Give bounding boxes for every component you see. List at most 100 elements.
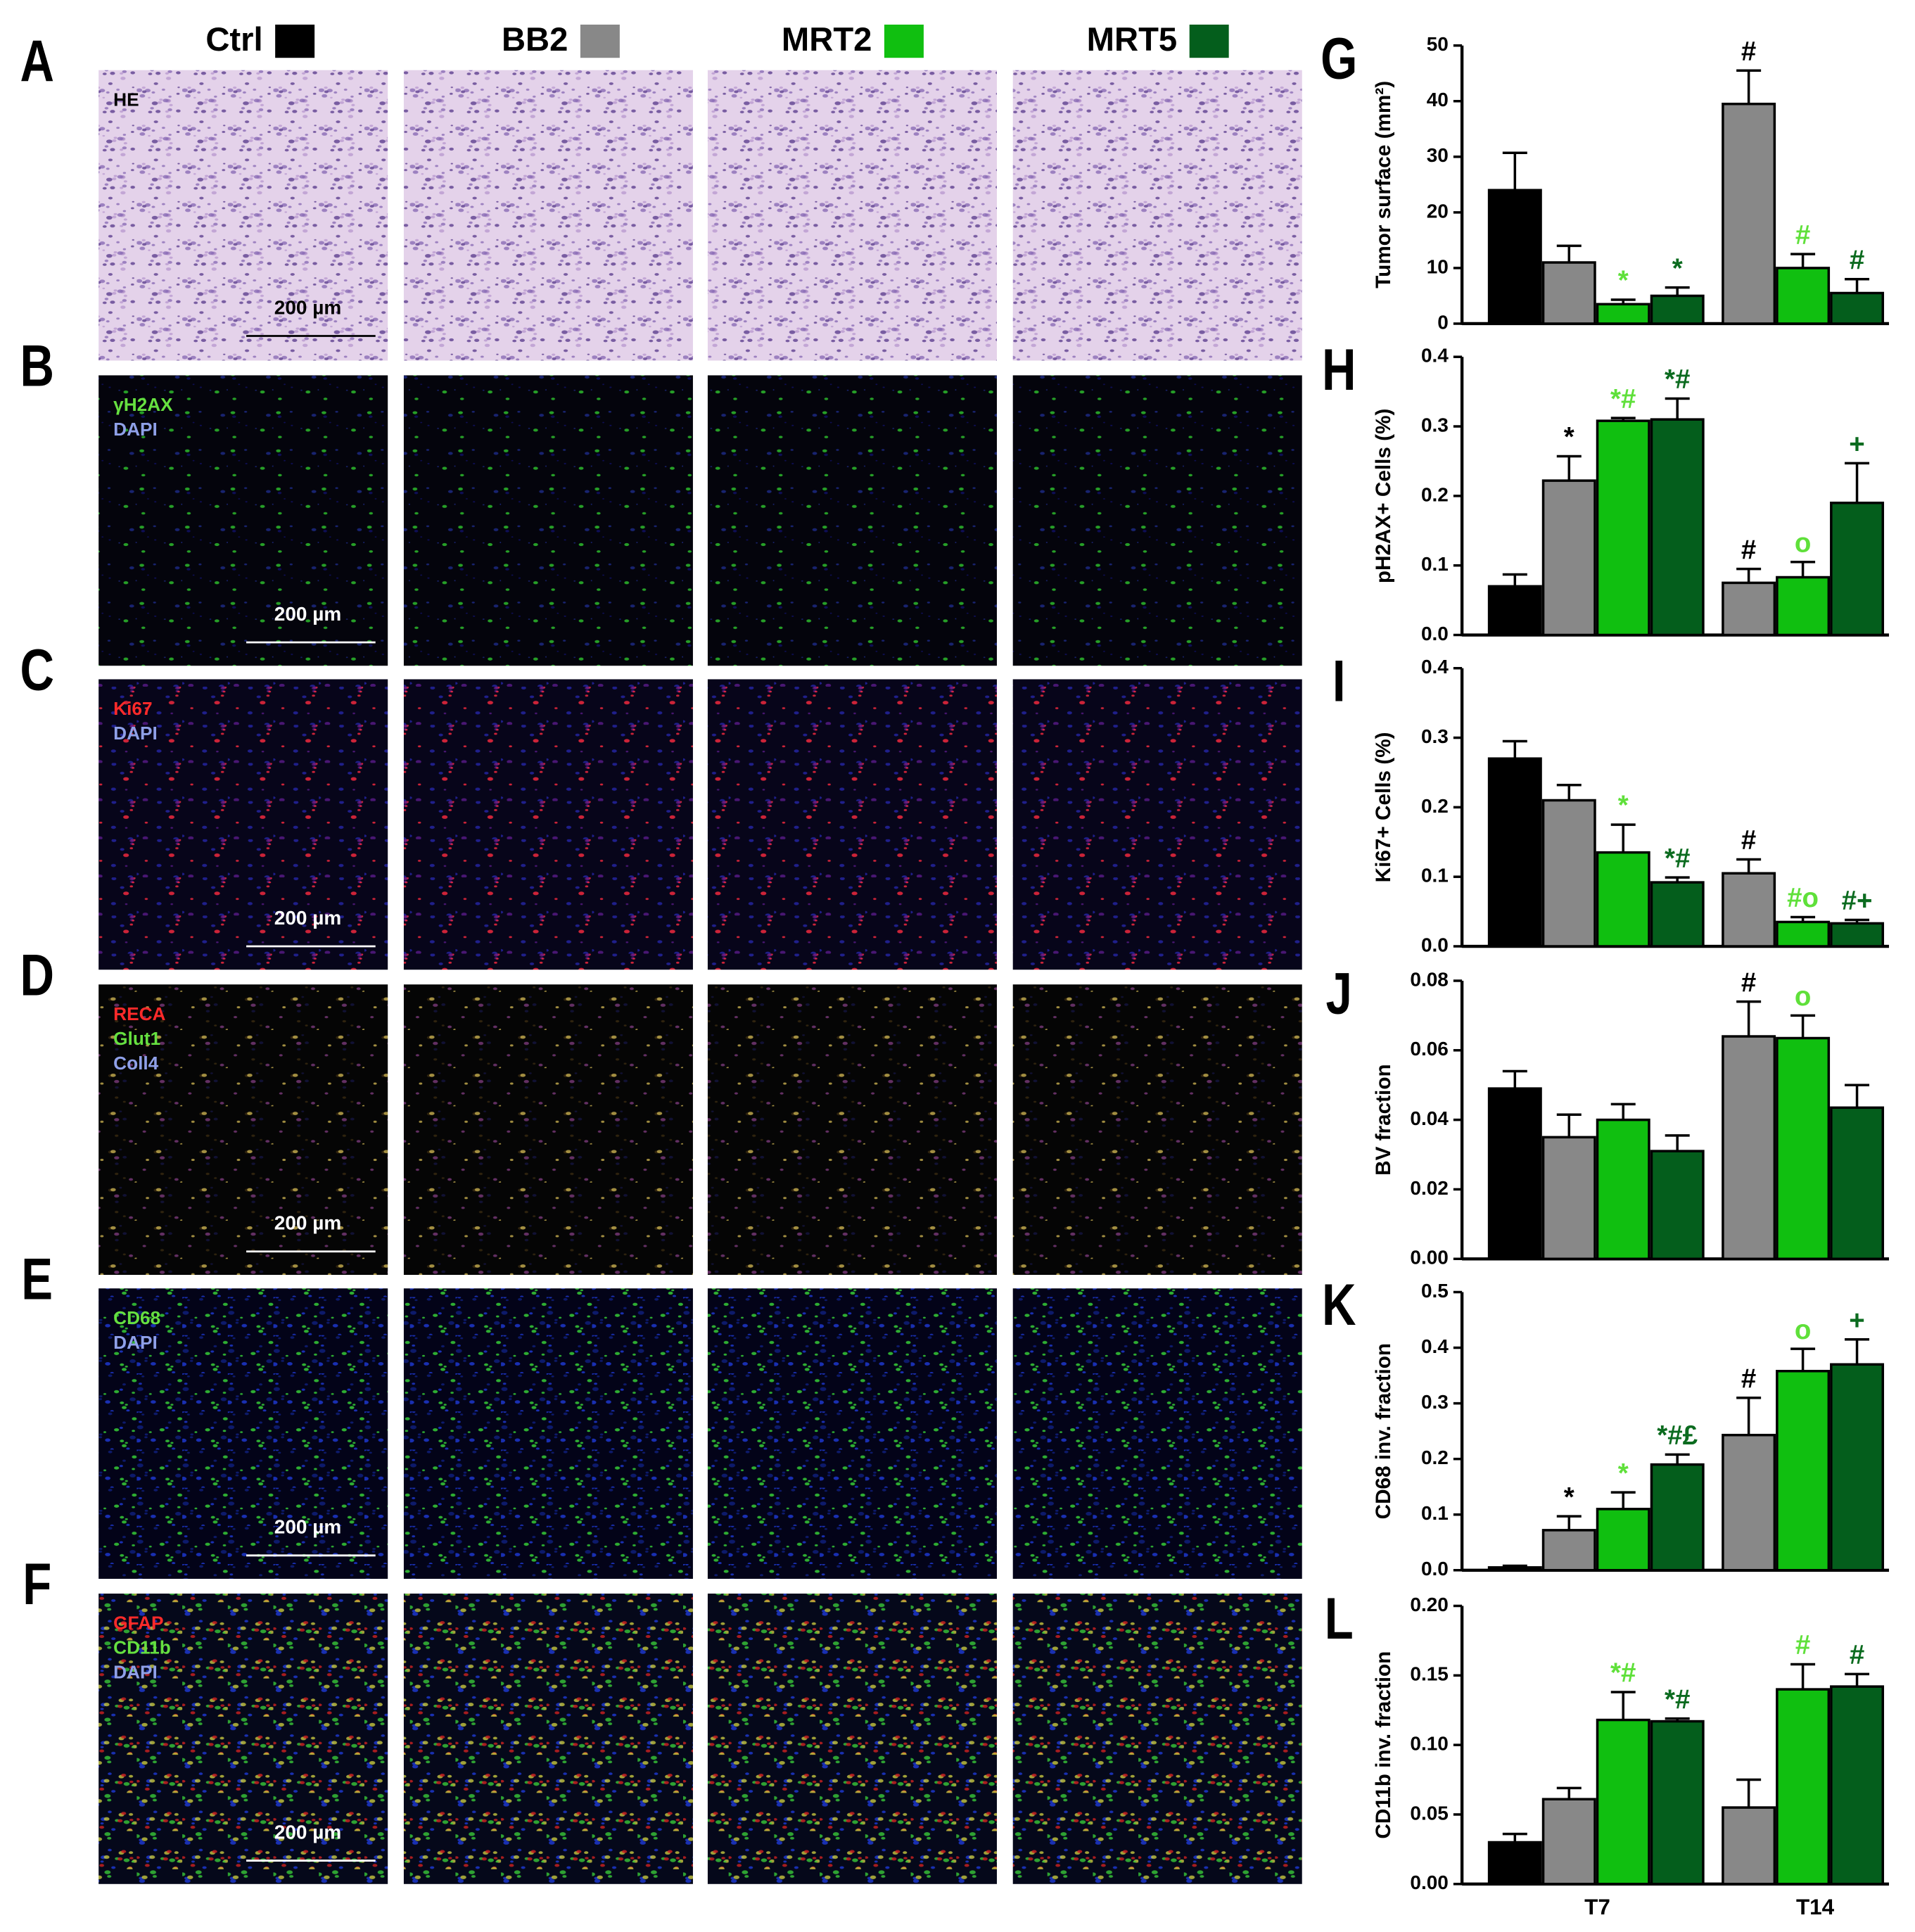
panel-letter: E <box>21 1246 53 1312</box>
legend-label: BB2 <box>502 21 568 58</box>
legend-swatch <box>1189 24 1229 58</box>
scale-bar-label: 200 µm <box>274 1821 341 1843</box>
stain-label: CD68 <box>113 1307 160 1328</box>
significance-mark: # <box>1795 220 1810 250</box>
bar <box>1650 1150 1705 1261</box>
y-tick-label: 0.4 <box>1421 1335 1449 1357</box>
stain-label: HE <box>113 89 139 110</box>
panel-letter: A <box>20 28 54 94</box>
micrograph <box>98 1288 388 1580</box>
legend-label: MRT2 <box>782 21 872 58</box>
y-tick-label: 0.20 <box>1410 1594 1448 1615</box>
micrograph <box>707 1594 997 1884</box>
significance-mark: o <box>1795 1315 1812 1345</box>
bar <box>1776 1036 1831 1261</box>
y-tick-label: 0.0 <box>1421 1558 1449 1580</box>
bar <box>1541 1798 1596 1886</box>
micrograph <box>98 375 388 666</box>
panel-letter: B <box>20 333 54 400</box>
significance-mark: * <box>1618 266 1629 296</box>
y-tick-label: 0.4 <box>1421 656 1449 678</box>
micrograph <box>403 375 693 666</box>
bar <box>1650 1720 1705 1886</box>
bar <box>1722 1433 1776 1572</box>
bar <box>1596 419 1650 637</box>
micrograph <box>1012 70 1302 361</box>
micrograph <box>1012 1594 1302 1884</box>
y-tick-label: 40 <box>1427 89 1449 110</box>
bar <box>1776 1688 1831 1886</box>
significance-mark: *# <box>1665 364 1690 395</box>
y-tick-label: 0.1 <box>1421 1502 1449 1524</box>
bar <box>1596 851 1650 948</box>
significance-mark: * <box>1672 253 1683 284</box>
bar <box>1541 479 1596 637</box>
y-tick-label: 0.3 <box>1421 1391 1449 1413</box>
significance-mark: *# <box>1610 384 1636 414</box>
y-tick-label: 0.0 <box>1421 623 1449 644</box>
micrograph <box>707 1288 997 1580</box>
bar <box>1650 294 1705 325</box>
legend-swatch <box>580 24 620 58</box>
chart-letter: I <box>1332 648 1346 714</box>
y-tick-label: 0.00 <box>1410 1871 1448 1893</box>
micrograph <box>403 1288 693 1580</box>
significance-mark: # <box>1741 1364 1756 1394</box>
significance-mark: *# <box>1665 844 1690 874</box>
y-tick-label: 0.3 <box>1421 725 1449 747</box>
micrograph <box>403 1594 693 1884</box>
stain-label: GFAP <box>113 1613 163 1634</box>
bar <box>1722 1035 1776 1261</box>
panel-letter: C <box>20 637 54 704</box>
scale-bar-label: 200 µm <box>274 1212 341 1234</box>
y-tick-label: 0.5 <box>1421 1280 1449 1302</box>
bar <box>1541 1136 1596 1261</box>
y-tick-label: 30 <box>1427 144 1449 166</box>
bar <box>1776 1370 1831 1572</box>
y-tick-label: 0.06 <box>1410 1038 1448 1060</box>
legend-label: MRT5 <box>1087 21 1178 58</box>
significance-mark: *#£ <box>1657 1421 1698 1451</box>
stain-label: DAPI <box>113 1662 158 1683</box>
y-tick-label: 0.00 <box>1410 1247 1448 1269</box>
y-tick-label: 50 <box>1427 33 1449 55</box>
y-axis-label: BV fraction <box>1372 1064 1395 1176</box>
micrograph <box>1012 375 1302 666</box>
bar <box>1776 576 1831 637</box>
micrograph <box>98 1594 388 1884</box>
bar <box>1487 757 1542 948</box>
stain-label: CD11b <box>113 1637 171 1658</box>
bar <box>1650 418 1705 637</box>
y-tick-label: 0.15 <box>1410 1663 1448 1685</box>
significance-mark: * <box>1564 1482 1574 1513</box>
significance-mark: # <box>1741 535 1756 565</box>
y-tick-label: 0.10 <box>1410 1733 1448 1755</box>
bar <box>1541 1529 1596 1572</box>
bar <box>1722 581 1776 637</box>
bar <box>1830 1685 1885 1886</box>
y-tick-label: 0.2 <box>1421 795 1449 817</box>
significance-mark: # <box>1741 825 1756 856</box>
micrograph <box>403 679 693 970</box>
y-axis-label: Tumor surface (mm²) <box>1372 81 1395 288</box>
significance-mark: o <box>1795 528 1812 558</box>
bar <box>1776 920 1831 948</box>
bar <box>1830 501 1885 637</box>
y-tick-label: 0 <box>1437 311 1449 333</box>
significance-mark: + <box>1849 1305 1864 1335</box>
significance-mark: #+ <box>1842 886 1873 916</box>
y-tick-label: 10 <box>1427 255 1449 277</box>
y-tick-label: 0.08 <box>1410 968 1448 990</box>
stain-label: Glut1 <box>113 1028 160 1049</box>
chart-letter: L <box>1325 1586 1354 1652</box>
scale-bar-label: 200 µm <box>274 1516 341 1538</box>
bar <box>1596 1118 1650 1261</box>
micrograph <box>403 70 693 361</box>
stain-label: DAPI <box>113 1332 158 1353</box>
significance-mark: * <box>1564 422 1574 452</box>
significance-mark: *# <box>1610 1658 1636 1689</box>
significance-mark: o <box>1795 981 1812 1012</box>
significance-mark: # <box>1850 1640 1864 1670</box>
